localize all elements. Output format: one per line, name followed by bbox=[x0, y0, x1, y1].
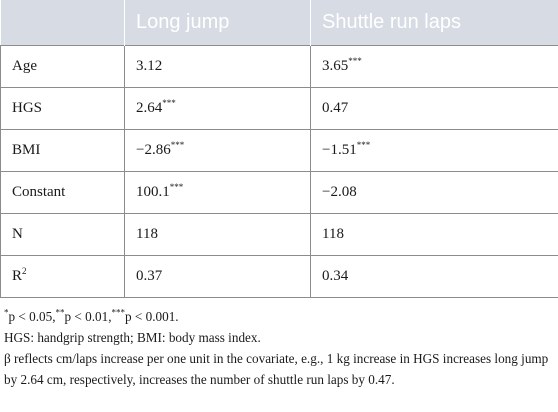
significance-legend: *p < 0.05,**p < 0.01,***p < 0.001. bbox=[4, 306, 558, 327]
regression-results-table: Long jump Shuttle run laps Age 3.12 3.65… bbox=[0, 0, 558, 298]
table-row-n: N 118 118 bbox=[0, 212, 558, 255]
cell-value: −2.86 bbox=[136, 141, 171, 158]
significance-text: p < 0.001. bbox=[125, 308, 179, 324]
significance-symbol: ** bbox=[55, 307, 65, 318]
row-label: Age bbox=[0, 44, 125, 87]
cell-value: −1.51 bbox=[322, 141, 357, 158]
row-label-base: R bbox=[12, 267, 23, 284]
significance-symbol: * bbox=[4, 307, 9, 318]
cell-value: 100.1 bbox=[136, 183, 170, 200]
cell-value: 3.12 bbox=[136, 57, 163, 74]
significance-mark: *** bbox=[356, 139, 371, 150]
row-label: N bbox=[0, 212, 125, 255]
significance-mark: *** bbox=[170, 139, 185, 150]
table-row-r-squared: R2 0.37 0.34 bbox=[0, 254, 558, 298]
abbreviations-note: HGS: handgrip strength; BMI: body mass i… bbox=[4, 329, 261, 345]
cell-shuttle-run: 0.47 bbox=[310, 86, 558, 129]
row-label: R2 bbox=[0, 254, 125, 298]
cell-value: 0.37 bbox=[136, 267, 163, 284]
header-long-jump: Long jump bbox=[124, 0, 311, 45]
cell-long-jump: 118 bbox=[124, 212, 311, 255]
significance-text: p < 0.01, bbox=[64, 308, 112, 324]
cell-long-jump: 0.37 bbox=[124, 254, 311, 298]
cell-shuttle-run: 0.34 bbox=[310, 254, 558, 298]
table-header-row: Long jump Shuttle run laps bbox=[0, 0, 558, 45]
cell-long-jump: 2.64*** bbox=[124, 86, 311, 129]
cell-shuttle-run: −1.51*** bbox=[310, 128, 558, 171]
significance-mark: *** bbox=[348, 55, 362, 66]
cell-shuttle-run: 3.65*** bbox=[310, 44, 558, 87]
regression-table-figure: Long jump Shuttle run laps Age 3.12 3.65… bbox=[0, 0, 558, 390]
cell-value: −2.08 bbox=[322, 183, 357, 200]
table-footnotes: *p < 0.05,**p < 0.01,***p < 0.001. HGS: … bbox=[0, 298, 558, 390]
cell-shuttle-run: 118 bbox=[310, 212, 558, 255]
cell-value: 0.47 bbox=[322, 99, 349, 116]
cell-long-jump: 100.1*** bbox=[124, 170, 311, 213]
header-shuttle-run-laps: Shuttle run laps bbox=[322, 10, 461, 33]
table-row-bmi: BMI −2.86*** −1.51*** bbox=[0, 128, 558, 171]
table-row-hgs: HGS 2.64*** 0.47 bbox=[0, 86, 558, 129]
cell-shuttle-run: −2.08 bbox=[310, 170, 558, 213]
table-row-constant: Constant 100.1*** −2.08 bbox=[0, 170, 558, 213]
cell-value: 0.34 bbox=[322, 267, 349, 284]
cell-value: 3.65 bbox=[322, 57, 349, 74]
cell-long-jump: 3.12 bbox=[124, 44, 311, 87]
significance-symbol: *** bbox=[111, 307, 126, 318]
interpretation-note: β reflects cm/laps increase per one unit… bbox=[4, 350, 549, 387]
cell-value: 118 bbox=[322, 225, 344, 242]
cell-value: 118 bbox=[136, 225, 158, 242]
row-label: HGS bbox=[0, 86, 125, 129]
row-label: BMI bbox=[0, 128, 125, 171]
row-label-superscript: 2 bbox=[22, 265, 27, 276]
header-corner bbox=[0, 0, 125, 45]
significance-text: p < 0.05, bbox=[8, 308, 56, 324]
row-label: Constant bbox=[0, 170, 125, 213]
table-row-age: Age 3.12 3.65*** bbox=[0, 44, 558, 87]
significance-mark: *** bbox=[169, 181, 184, 192]
significance-mark: *** bbox=[162, 97, 176, 108]
cell-long-jump: −2.86*** bbox=[124, 128, 311, 171]
cell-value: 2.64 bbox=[136, 99, 163, 116]
